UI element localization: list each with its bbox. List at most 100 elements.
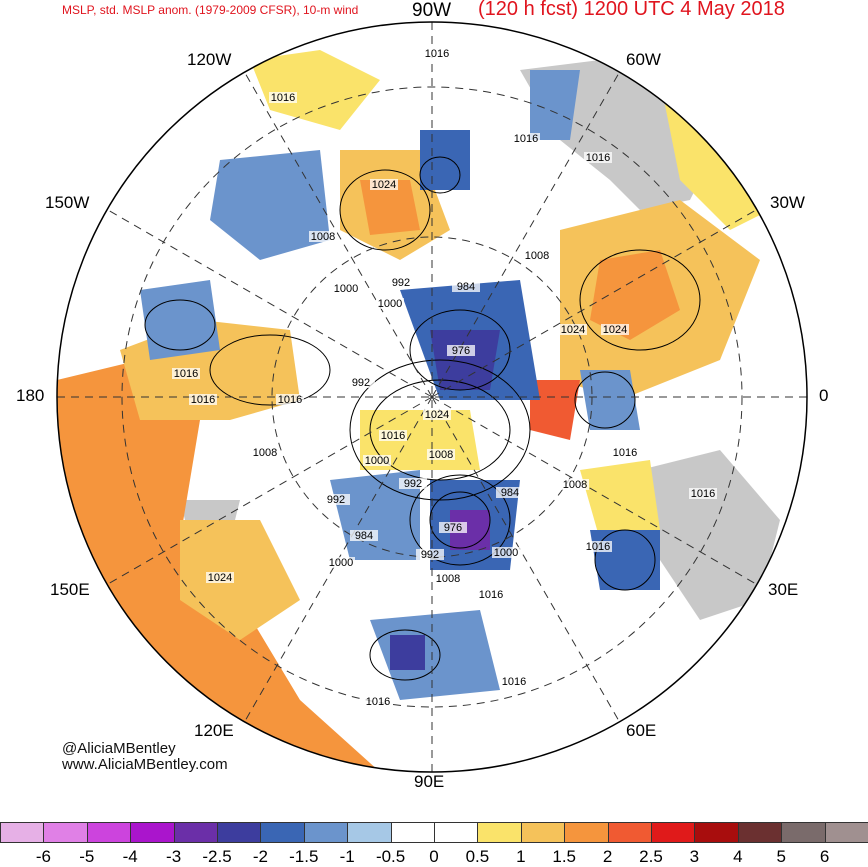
colorbar-tick-label: -5 bbox=[79, 847, 95, 866]
isobar-label: 992 bbox=[421, 549, 439, 561]
isobar-label: 1008 bbox=[311, 231, 335, 243]
lon-label-150w: 150W bbox=[45, 193, 90, 212]
isobar-label: 1016 bbox=[191, 394, 215, 406]
colorbar: -6 -5 -4 -3 -2.5 -2 -1.5 -1 -0.5 0 0.5 1 1.5 2 2.5 3 4 5 6 bbox=[0, 822, 868, 866]
anom-warm-3b bbox=[360, 180, 420, 235]
colorbar-tick-label: 1.5 bbox=[552, 847, 577, 866]
isobar-label: 1008 bbox=[253, 447, 277, 459]
isobar-label: 1016 bbox=[502, 676, 526, 688]
colorbar-cell bbox=[130, 822, 175, 843]
colorbar-tick-label: -1.5 bbox=[289, 847, 319, 866]
anom-cold-2 bbox=[140, 280, 220, 360]
colorbar-cell bbox=[651, 822, 696, 843]
isobar-label: 1000 bbox=[334, 283, 358, 295]
lon-label-60e: 60E bbox=[626, 721, 657, 740]
colorbar-cell bbox=[694, 822, 739, 843]
lon-label-90w: 90W bbox=[412, 0, 452, 21]
lon-label-120w: 120W bbox=[187, 50, 232, 69]
isobar-label: 1016 bbox=[381, 430, 405, 442]
credit: @AliciaMBentley www.AliciaMBentley.com bbox=[62, 741, 228, 773]
lon-label-180: 180 bbox=[16, 386, 45, 405]
polar-map: 1016 1016 1016 1024 1008 1016 1008 1000 1000 992 9… bbox=[56, 21, 808, 773]
isobar-label: 1024 bbox=[561, 324, 585, 336]
colorbar-cell bbox=[824, 822, 868, 843]
lon-label-120e: 120E bbox=[194, 721, 234, 740]
colorbar-cell bbox=[0, 822, 45, 843]
isobar-label: 984 bbox=[457, 281, 475, 293]
colorbar-cell bbox=[781, 822, 826, 843]
anom-warm-2 bbox=[180, 520, 300, 640]
colorbar-tick-label: -1 bbox=[339, 847, 355, 866]
colorbar-tick-label: 0.5 bbox=[465, 847, 490, 866]
lon-label-90e: 90E bbox=[414, 772, 445, 791]
lon-label-60w: 60W bbox=[626, 50, 661, 69]
colorbar-cell bbox=[477, 822, 522, 843]
lon-label-150e: 150E bbox=[50, 580, 90, 599]
credit-handle: @AliciaMBentley bbox=[62, 740, 176, 757]
colorbar-cell bbox=[434, 822, 479, 843]
map-title: MSLP, std. MSLP anom. (1979-2009 CFSR), … bbox=[62, 3, 359, 17]
colorbar-cell bbox=[347, 822, 392, 843]
isobar-label: 1000 bbox=[365, 455, 389, 467]
isobar-label: 992 bbox=[404, 478, 422, 490]
isobar-label: 1024 bbox=[603, 324, 627, 336]
colorbar-cell bbox=[43, 822, 88, 843]
colorbar-cell bbox=[217, 822, 262, 843]
anom-warm-6 bbox=[530, 380, 580, 440]
isobar-label: 992 bbox=[352, 377, 370, 389]
forecast-time: (120 h fcst) 1200 UTC 4 May 2018 bbox=[478, 0, 785, 20]
isobar-label: 1000 bbox=[494, 547, 518, 559]
lon-label-0: 0 bbox=[819, 386, 829, 405]
isobar-label: 1016 bbox=[514, 133, 538, 145]
isobar-label: 992 bbox=[327, 494, 345, 506]
isobar-label: 1016 bbox=[586, 541, 610, 553]
lon-label-30e: 30E bbox=[768, 580, 799, 599]
colorbar-tick-label: -4 bbox=[122, 847, 138, 866]
anom-warm-5b bbox=[590, 250, 680, 340]
colorbar-tick-label: -0.5 bbox=[375, 847, 406, 866]
isobar-label: 1016 bbox=[613, 447, 637, 459]
anom-cold-10 bbox=[530, 70, 580, 140]
colorbar-cell bbox=[390, 822, 435, 843]
isobar-label: 1008 bbox=[436, 573, 460, 585]
isobars bbox=[144, 156, 701, 681]
isobar-label: 1016 bbox=[691, 488, 715, 500]
colorbar-cell bbox=[564, 822, 609, 843]
isobar-label: 1016 bbox=[586, 152, 610, 164]
isobar-label: 992 bbox=[392, 277, 410, 289]
isobar-label: 984 bbox=[501, 487, 519, 499]
anom-cold-1 bbox=[210, 150, 330, 260]
anom-cold-7b bbox=[390, 635, 425, 670]
colorbar-tick-label: 1 bbox=[516, 847, 526, 866]
isobar-label: 1016 bbox=[366, 696, 390, 708]
colorbar-tick-label: -2.5 bbox=[202, 847, 232, 866]
map-field: 1016 1016 1016 1024 1008 1016 1008 1000 1000 992 9… bbox=[57, 22, 807, 772]
colorbar-cell bbox=[173, 822, 218, 843]
isobar-label-layer: 1016 1016 1016 1024 1008 1016 1008 1000 1000 992 9… bbox=[172, 48, 717, 708]
isobar-label: 1016 bbox=[479, 589, 503, 601]
isobar-label: 1016 bbox=[271, 92, 295, 104]
colorbar-tick-label: -6 bbox=[35, 847, 51, 866]
isobar-label: 984 bbox=[355, 530, 373, 542]
anom-cold-3 bbox=[420, 130, 470, 190]
anom-cold-7 bbox=[370, 610, 500, 700]
isobar-label: 1024 bbox=[372, 179, 396, 191]
anom-warm-4 bbox=[250, 50, 380, 130]
colorbar-cell bbox=[303, 822, 349, 843]
colorbar-tick-label: 5 bbox=[776, 847, 786, 866]
isobar-label: 1008 bbox=[525, 250, 549, 262]
colorbar-tick-label: 2 bbox=[602, 847, 613, 866]
isobar-label: 1024 bbox=[425, 409, 449, 421]
anom-warm-7 bbox=[580, 460, 660, 540]
colorbar-tick-label: 6 bbox=[819, 847, 830, 866]
graticule bbox=[57, 22, 807, 772]
isobar-label: 1008 bbox=[563, 479, 587, 491]
isobar-label: 976 bbox=[444, 522, 462, 534]
anom-cold-8 bbox=[590, 530, 660, 590]
colorbar-tick-label: 2.5 bbox=[639, 847, 663, 866]
colorbar-cell bbox=[86, 822, 132, 843]
isobar-label: 1000 bbox=[329, 557, 353, 569]
isobar-label: 1024 bbox=[208, 572, 232, 584]
colorbar-tick-label: 3 bbox=[689, 847, 700, 866]
isobar-label: 1016 bbox=[425, 48, 449, 60]
